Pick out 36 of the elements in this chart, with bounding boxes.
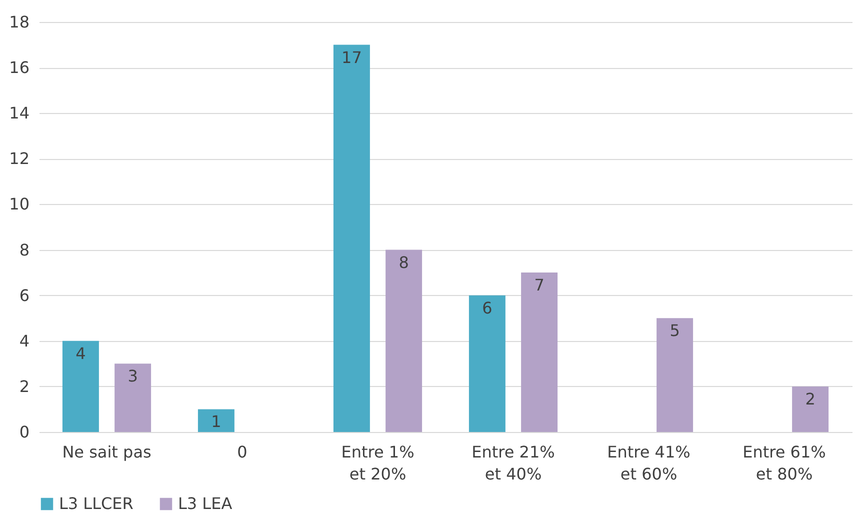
x-tick-label: Entre 1% et 20% [341, 442, 414, 484]
data-label: 7 [534, 276, 544, 295]
y-tick-label: 16 [9, 58, 30, 78]
bar [198, 409, 234, 432]
y-tick-label: 0 [19, 422, 30, 442]
bar [114, 364, 152, 432]
x-tick-label: Ne sait pas [62, 442, 152, 462]
bar [333, 44, 370, 432]
y-tick-label: 12 [9, 149, 30, 168]
x-tick-label: Entre 61% et 80% [742, 442, 826, 484]
data-label: 4 [76, 344, 86, 363]
legend-label: L3 LEA [178, 494, 232, 513]
y-tick-label: 2 [19, 376, 30, 396]
bar [386, 250, 422, 432]
data-label: 5 [670, 321, 680, 340]
data-label: 8 [398, 252, 409, 272]
x-tick-label: 0 [237, 442, 248, 462]
data-label: 3 [128, 366, 138, 386]
y-tick-label: 10 [9, 194, 30, 214]
y-tick-label: 6 [19, 286, 30, 305]
y-tick-label: 8 [19, 240, 30, 260]
data-label: 6 [482, 298, 492, 318]
bar [468, 295, 506, 432]
y-tick-label: 4 [19, 331, 30, 350]
legend-label: L3 LLCER [59, 494, 134, 513]
y-tick-label: 18 [9, 12, 30, 32]
x-tick-label: Entre 21% et 40% [472, 442, 555, 484]
bar [656, 318, 694, 432]
x-tick-label: Entre 41% et 60% [607, 442, 690, 484]
bar [792, 386, 829, 432]
data-label: 17 [342, 48, 362, 67]
data-label: 2 [805, 389, 816, 408]
y-tick-label: 14 [9, 104, 30, 123]
data-label: 1 [211, 412, 222, 432]
bar [62, 340, 99, 432]
bar [521, 272, 558, 432]
